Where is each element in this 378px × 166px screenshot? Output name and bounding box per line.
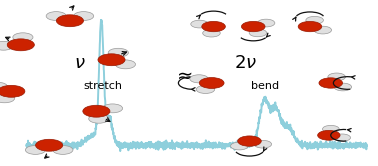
Circle shape bbox=[102, 104, 122, 113]
Circle shape bbox=[53, 146, 73, 154]
Circle shape bbox=[334, 83, 352, 91]
Circle shape bbox=[7, 39, 34, 51]
Circle shape bbox=[314, 26, 332, 34]
Text: stretch: stretch bbox=[84, 81, 123, 91]
Circle shape bbox=[0, 41, 14, 50]
Text: $\approx$: $\approx$ bbox=[172, 66, 193, 85]
Circle shape bbox=[328, 73, 345, 81]
Circle shape bbox=[46, 12, 66, 20]
Circle shape bbox=[202, 21, 225, 32]
Text: $2\nu$: $2\nu$ bbox=[234, 54, 257, 72]
Circle shape bbox=[199, 78, 224, 88]
Circle shape bbox=[0, 85, 25, 97]
Circle shape bbox=[190, 75, 208, 83]
Circle shape bbox=[254, 140, 272, 148]
Circle shape bbox=[108, 48, 129, 57]
Circle shape bbox=[306, 16, 324, 24]
Text: $\nu$: $\nu$ bbox=[74, 54, 85, 72]
Circle shape bbox=[203, 29, 220, 37]
Circle shape bbox=[318, 130, 340, 140]
Circle shape bbox=[249, 29, 267, 37]
Circle shape bbox=[36, 139, 63, 151]
Circle shape bbox=[0, 82, 8, 91]
Circle shape bbox=[319, 78, 342, 88]
Circle shape bbox=[98, 54, 125, 66]
Circle shape bbox=[0, 94, 15, 103]
Circle shape bbox=[238, 136, 261, 146]
Circle shape bbox=[56, 15, 84, 27]
Circle shape bbox=[298, 21, 322, 32]
Circle shape bbox=[191, 20, 208, 28]
Circle shape bbox=[257, 19, 275, 27]
Circle shape bbox=[322, 125, 339, 133]
Circle shape bbox=[25, 146, 45, 154]
Circle shape bbox=[74, 12, 94, 20]
Circle shape bbox=[115, 60, 135, 69]
Text: bend: bend bbox=[251, 81, 279, 91]
Circle shape bbox=[83, 105, 110, 117]
Circle shape bbox=[231, 142, 248, 150]
Circle shape bbox=[242, 21, 265, 32]
Circle shape bbox=[13, 33, 33, 42]
Circle shape bbox=[196, 85, 215, 93]
Circle shape bbox=[334, 134, 350, 141]
Circle shape bbox=[89, 114, 109, 123]
